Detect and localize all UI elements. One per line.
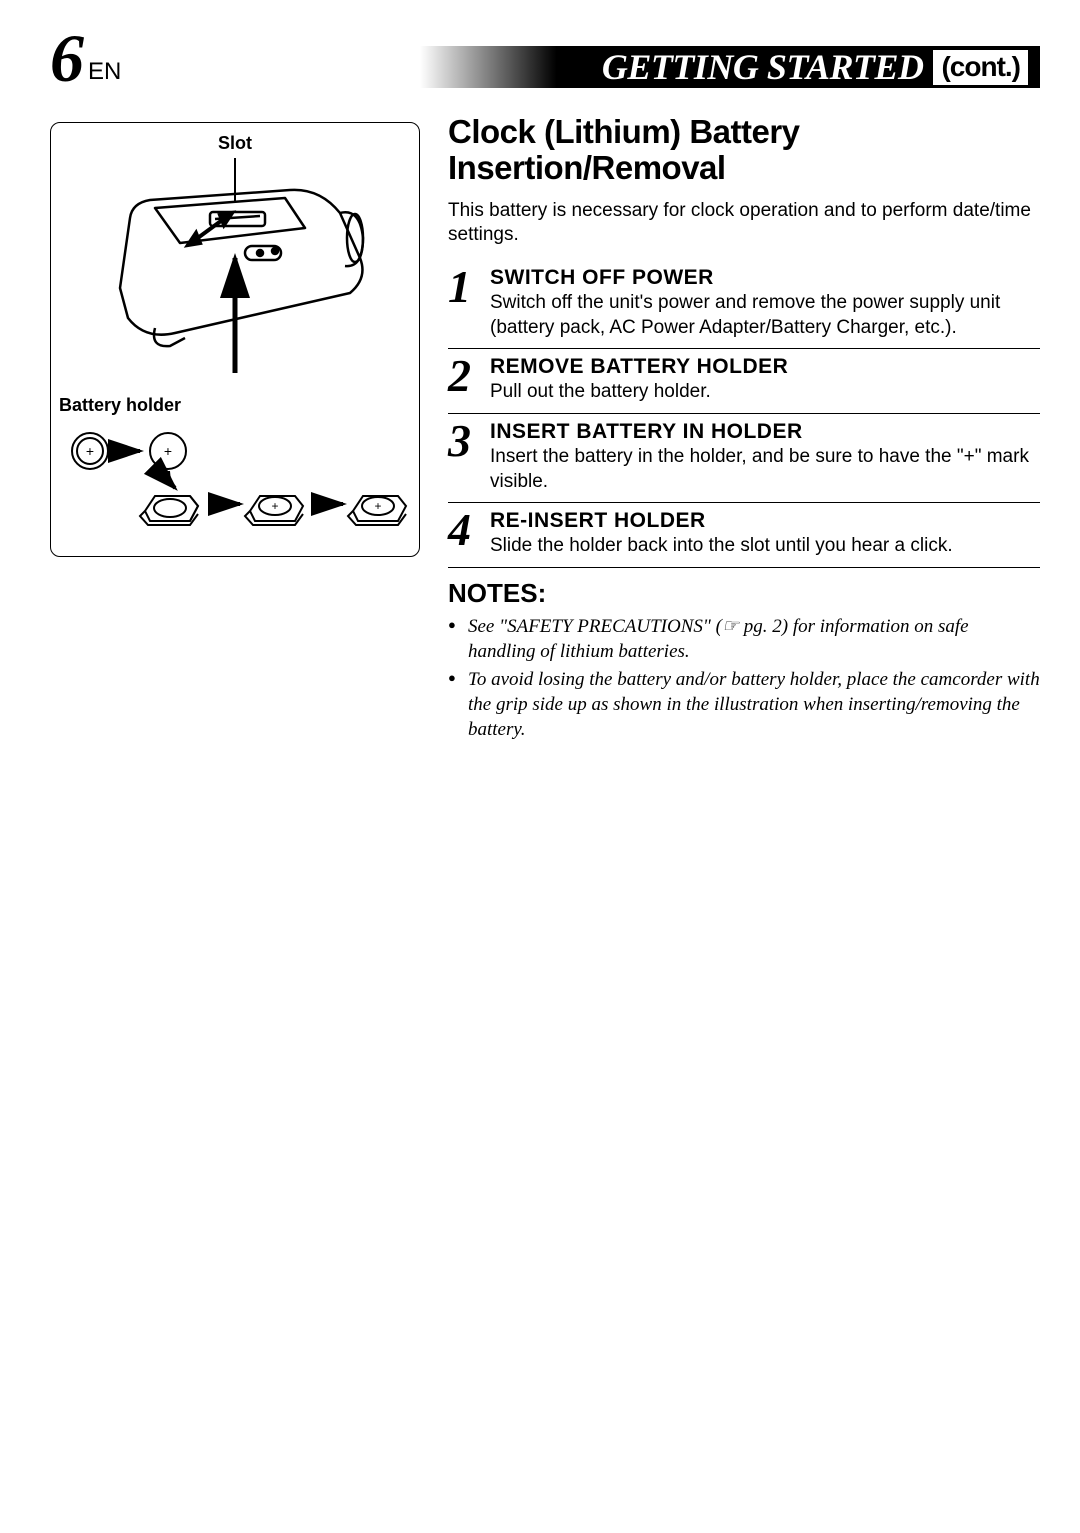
notes-list: See "SAFETY PRECAUTIONS" (☞ pg. 2) for i… — [448, 615, 1040, 742]
step-4: 4 RE-INSERT HOLDER Slide the holder back… — [448, 509, 1040, 568]
svg-text:+: + — [86, 443, 94, 459]
step-1: 1 SWITCH OFF POWER Switch off the unit's… — [448, 266, 1040, 349]
step-text: Switch off the unit's power and remove t… — [490, 291, 1040, 340]
page-number: 6 — [50, 24, 84, 92]
illustration-frame: Slot — [50, 122, 420, 557]
svg-text:+: + — [271, 499, 278, 513]
step-text: Insert the battery in the holder, and be… — [490, 445, 1040, 494]
illustration-column: Slot — [50, 114, 420, 747]
slot-label: Slot — [59, 133, 411, 154]
step-body: SWITCH OFF POWER Switch off the unit's p… — [490, 266, 1040, 340]
step-3: 3 INSERT BATTERY IN HOLDER Insert the ba… — [448, 420, 1040, 503]
section-banner: GETTING STARTED (cont.) — [420, 46, 1040, 88]
svg-text:+: + — [164, 443, 172, 459]
section-intro: This battery is necessary for clock oper… — [448, 199, 1040, 248]
content-columns: Slot — [50, 114, 1040, 747]
step-body: RE-INSERT HOLDER Slide the holder back i… — [490, 509, 1040, 559]
banner-title: GETTING STARTED — [602, 46, 924, 88]
step-body: REMOVE BATTERY HOLDER Pull out the batte… — [490, 355, 1040, 405]
step-number: 3 — [448, 420, 482, 494]
step-body: INSERT BATTERY IN HOLDER Insert the batt… — [490, 420, 1040, 494]
step-number: 1 — [448, 266, 482, 340]
notes-heading: NOTES: — [448, 578, 1040, 609]
banner-cont-badge: (cont.) — [933, 50, 1028, 85]
note-item: To avoid losing the battery and/or batte… — [448, 668, 1040, 742]
step-number: 2 — [448, 355, 482, 405]
camcorder-illustration — [59, 158, 411, 383]
step-heading: REMOVE BATTERY HOLDER — [490, 355, 1040, 379]
note-item: See "SAFETY PRECAUTIONS" (☞ pg. 2) for i… — [448, 615, 1040, 664]
step-heading: SWITCH OFF POWER — [490, 266, 1040, 290]
step-heading: INSERT BATTERY IN HOLDER — [490, 420, 1040, 444]
step-heading: RE-INSERT HOLDER — [490, 509, 1040, 533]
battery-sequence-illustration: + + — [59, 426, 411, 536]
step-text: Pull out the battery holder. — [490, 380, 1040, 405]
section-title: Clock (Lithium) Battery Insertion/Remova… — [448, 114, 1040, 187]
battery-holder-label: Battery holder — [59, 395, 411, 416]
step-text: Slide the holder back into the slot unti… — [490, 534, 1040, 559]
step-number: 4 — [448, 509, 482, 559]
page-header: 6 EN GETTING STARTED (cont.) — [50, 40, 1040, 92]
step-2: 2 REMOVE BATTERY HOLDER Pull out the bat… — [448, 355, 1040, 414]
language-code: EN — [88, 58, 121, 92]
svg-text:+: + — [374, 499, 381, 513]
text-column: Clock (Lithium) Battery Insertion/Remova… — [448, 114, 1040, 747]
